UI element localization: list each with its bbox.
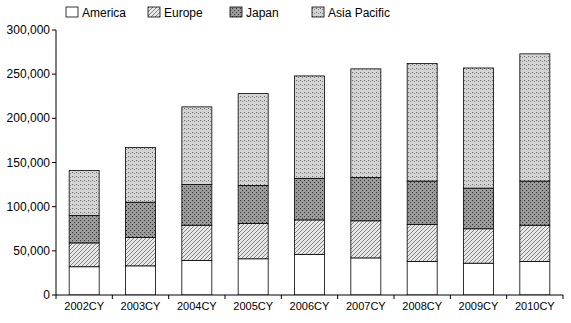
x-tick-label: 2007CY	[346, 300, 386, 312]
bar-segment	[238, 223, 268, 258]
y-tick	[52, 295, 56, 296]
bar-segment	[351, 69, 381, 178]
bar-segment	[464, 229, 494, 263]
x-tick	[394, 295, 395, 299]
bar-segment	[351, 221, 381, 258]
bar-segment	[464, 188, 494, 229]
x-tick-label: 2009CY	[459, 300, 499, 312]
bar-segment	[407, 224, 437, 261]
bars	[69, 54, 550, 295]
x-tick	[450, 295, 451, 299]
legend-swatch	[312, 7, 324, 17]
y-tick	[52, 74, 56, 75]
x-tick-label: 2010CY	[515, 300, 555, 312]
bar-segment	[182, 261, 212, 295]
y-tick	[52, 250, 56, 251]
bar-segment	[520, 225, 550, 261]
bar-segment	[295, 76, 325, 178]
bar-segment	[351, 258, 381, 295]
x-tick	[112, 295, 113, 299]
legend-label: Japan	[246, 6, 279, 20]
legend: America Europe Japan Asia Pacific	[66, 6, 390, 20]
legend-swatch	[66, 7, 78, 17]
x-tick	[168, 295, 169, 299]
bar-segment	[238, 259, 268, 295]
y-tick-label: 100,000	[7, 200, 51, 214]
bar-segment	[182, 225, 212, 260]
legend-swatch	[148, 7, 160, 17]
chart-svg: 0 50,000 100,000 150,000 200,000 250,000 300,0…	[0, 0, 571, 323]
x-tick-label: 2005CY	[233, 300, 273, 312]
y-tick	[52, 206, 56, 207]
bar-segment	[464, 263, 494, 295]
bar-segment	[407, 64, 437, 181]
y-tick-label: 50,000	[13, 244, 50, 258]
bar-segment	[407, 261, 437, 295]
bar-segment	[69, 170, 99, 215]
x-tick	[506, 295, 507, 299]
y-tick	[52, 118, 56, 119]
x-tick	[56, 295, 57, 299]
bar-segment	[464, 68, 494, 188]
y-tick-label: 300,000	[7, 23, 51, 37]
y-tick	[52, 162, 56, 163]
x-tick-label: 2006CY	[290, 300, 330, 312]
bar-segment	[126, 238, 156, 266]
bar-segment	[238, 185, 268, 223]
y-tick-label: 150,000	[7, 156, 51, 170]
bar-segment	[520, 181, 550, 225]
x-tick-label: 2004CY	[177, 300, 217, 312]
bar-segment	[295, 220, 325, 254]
bar-segment	[295, 254, 325, 295]
bar-segment	[126, 202, 156, 237]
y-tick-label: 250,000	[7, 67, 51, 81]
bar-segment	[295, 178, 325, 220]
y-tick-label: 200,000	[7, 111, 51, 125]
y-tick-label: 0	[43, 288, 50, 302]
bar-segment	[407, 181, 437, 224]
bar-segment	[182, 185, 212, 226]
x-axis	[56, 295, 563, 296]
x-tick	[563, 295, 564, 299]
legend-label: Asia Pacific	[328, 6, 390, 20]
x-tick	[281, 295, 282, 299]
bar-segment	[69, 267, 99, 295]
x-tick-label: 2003CY	[121, 300, 161, 312]
bar-segment	[69, 243, 99, 267]
x-tick-label: 2002CY	[64, 300, 104, 312]
bar-segment	[351, 178, 381, 221]
y-tick	[52, 30, 56, 31]
x-tick	[337, 295, 338, 299]
x-tick	[225, 295, 226, 299]
legend-label: Europe	[164, 6, 203, 20]
bar-segment	[126, 147, 156, 202]
bar-segment	[69, 216, 99, 243]
chart-container: 0 50,000 100,000 150,000 200,000 250,000 300,0…	[0, 0, 571, 323]
bar-segment	[126, 266, 156, 295]
bar-segment	[520, 261, 550, 295]
x-tick-label: 2008CY	[402, 300, 442, 312]
bar-segment	[520, 54, 550, 181]
bar-segment	[238, 94, 268, 186]
legend-label: America	[82, 6, 126, 20]
bar-segment	[182, 107, 212, 185]
legend-swatch	[230, 7, 242, 17]
